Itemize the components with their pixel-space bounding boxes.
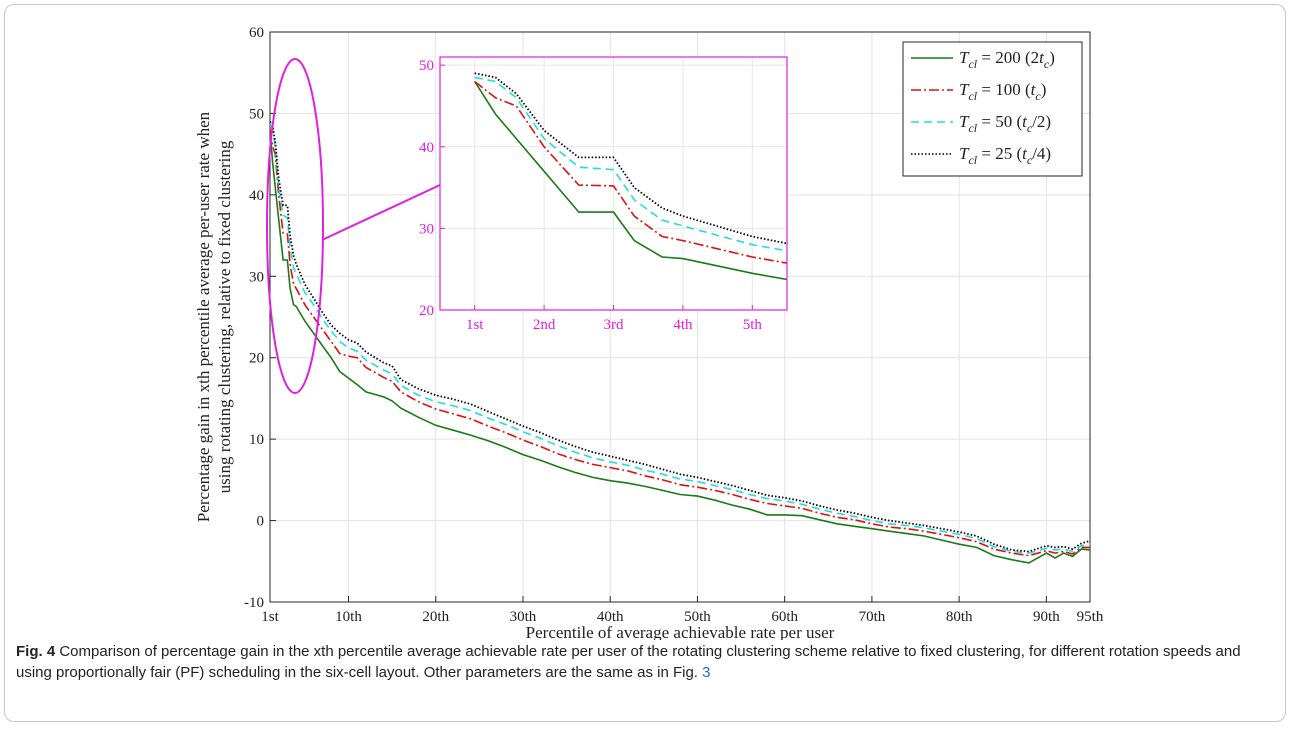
legend-item-s25: Tcl = 25 (tc/4) <box>911 144 1051 167</box>
inset-series-line-s200 <box>474 81 787 281</box>
inset-series <box>474 72 787 281</box>
inset-y-tick-label: 30 <box>419 221 434 237</box>
x-tick-label: 90th <box>1033 609 1060 625</box>
inset-series-line-s50 <box>474 76 787 252</box>
inset-y-tick-label: 50 <box>419 58 434 74</box>
inset-y-tick-label: 20 <box>419 303 434 319</box>
x-tick-label: 1st <box>261 609 279 625</box>
y-axis-label-line1: Percentage gain in xth percentile averag… <box>194 111 213 522</box>
x-tick-label: 95th <box>1077 609 1104 625</box>
inset-y-tick-label: 40 <box>419 140 434 156</box>
line-chart: 1st 10th 20th 30th 40th 50th 60th 70th 80th 90th 9… <box>194 25 1104 640</box>
x-tick-label: 10th <box>335 609 362 625</box>
y-tick-label: 30 <box>249 269 264 285</box>
series-line-s50 <box>270 125 1090 554</box>
y-tick-label: 40 <box>249 188 264 204</box>
main-ticks: 1st 10th 20th 30th 40th 50th 60th 70th 80th 90th 9… <box>244 25 1104 625</box>
y-tick-label: -10 <box>244 595 264 611</box>
legend-item-s200: Tcl = 200 (2tc) <box>911 48 1055 71</box>
series-line-s100 <box>270 129 1090 557</box>
series-line-s200 <box>270 129 1090 564</box>
caption-label: Fig. 4 <box>16 643 56 660</box>
inset-grid <box>440 57 787 311</box>
main-series <box>270 121 1090 564</box>
x-tick-label: 80th <box>946 609 973 625</box>
x-tick-label: 30th <box>510 609 537 625</box>
x-tick-label: 50th <box>684 609 711 625</box>
zoom-callout-line <box>321 184 441 241</box>
inset-x-tick-label: 2nd <box>533 317 556 333</box>
legend-item-s50: Tcl = 50 (tc/2) <box>911 112 1051 135</box>
main-plot-area <box>269 31 1091 603</box>
inset-x-tick-label: 5th <box>743 317 763 333</box>
inset-x-tick-label: 3rd <box>604 317 624 333</box>
series-line-s25 <box>270 121 1090 553</box>
caption-text: Comparison of percentage gain in the xth… <box>16 643 1241 681</box>
x-tick-label: 70th <box>859 609 886 625</box>
y-tick-label: 50 <box>249 106 264 122</box>
inset-series-line-s100 <box>474 80 787 264</box>
caption-figure-link[interactable]: 3 <box>702 664 711 681</box>
y-axis-label-line2: using rotating clustering, relative to f… <box>215 140 234 493</box>
y-tick-label: 0 <box>257 514 265 530</box>
figure-caption: Fig. 4 Comparison of percentage gain in … <box>16 641 1278 683</box>
inset-series-line-s25 <box>474 72 787 245</box>
inset-x-tick-label: 4th <box>673 317 693 333</box>
legend-item-s100: Tcl = 100 (tc) <box>911 80 1046 103</box>
inset-ticks: 1st 2nd 3rd 4th 5th 20 30 40 50 <box>419 58 762 333</box>
x-tick-label: 40th <box>597 609 624 625</box>
x-tick-label: 60th <box>771 609 798 625</box>
legend-label: Tcl = 50 (tc/2) <box>959 112 1051 135</box>
inset-x-tick-label: 1st <box>466 317 484 333</box>
zoom-ellipse <box>266 58 324 394</box>
x-tick-label: 20th <box>422 609 449 625</box>
legend: Tcl = 200 (2tc) Tcl = 100 (tc) Tcl = 50 (t… <box>902 41 1083 177</box>
y-tick-label: 10 <box>249 432 264 448</box>
y-tick-label: 20 <box>249 351 264 367</box>
legend-label: Tcl = 25 (tc/4) <box>959 144 1051 167</box>
legend-label: Tcl = 100 (tc) <box>959 80 1046 103</box>
y-tick-label: 60 <box>249 25 264 41</box>
x-axis-label: Percentile of average achievable rate pe… <box>526 623 835 640</box>
legend-label: Tcl = 200 (2tc) <box>959 48 1055 71</box>
